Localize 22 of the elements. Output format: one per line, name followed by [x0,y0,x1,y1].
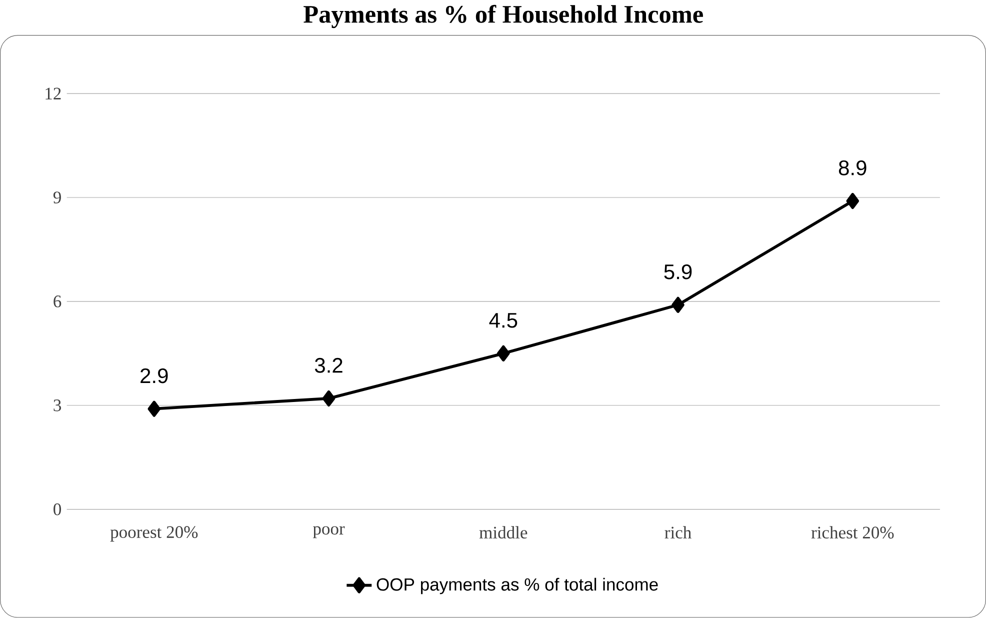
x-tick-label: richest 20% [811,526,894,539]
point [672,297,684,314]
point [497,346,510,362]
x-tick-label: poorest 20% [110,526,198,542]
legend-label: OOP payments as % of total income [376,578,658,594]
point [148,400,161,418]
data-label: 3.2 [314,358,342,373]
point [846,193,860,210]
chart-title: Payments as % of Household Income [304,4,703,28]
x-tick-label: rich [664,526,692,539]
data-label: 8.9 [838,160,866,176]
x-tick-label: middle [479,526,528,539]
point [322,390,336,407]
x-tick-label: poor [312,526,345,538]
data-label: 5.9 [664,264,692,280]
y-tick-label: 9 [53,192,61,204]
data-label: 2.9 [140,368,168,384]
y-tick-label: 6 [54,296,62,308]
y-tick-label: 0 [54,504,61,516]
data-label: 4.5 [489,313,518,328]
y-tick-label: 3 [54,400,61,412]
y-tick-label: 12 [46,88,61,100]
